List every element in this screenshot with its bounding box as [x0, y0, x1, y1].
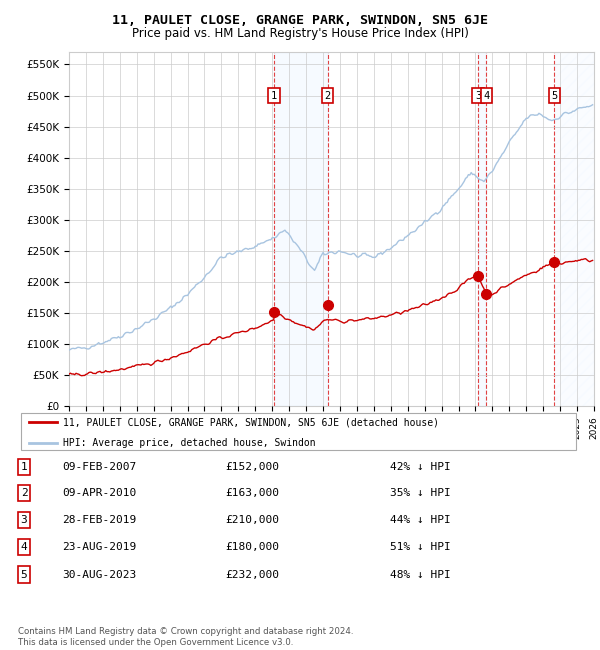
FancyBboxPatch shape: [21, 413, 577, 450]
Text: 3: 3: [475, 90, 481, 101]
Text: HPI: Average price, detached house, Swindon: HPI: Average price, detached house, Swin…: [63, 438, 316, 448]
Bar: [478, 52, 486, 406]
Text: 11, PAULET CLOSE, GRANGE PARK, SWINDON, SN5 6JE (detached house): 11, PAULET CLOSE, GRANGE PARK, SWINDON, …: [63, 417, 439, 427]
Text: £163,000: £163,000: [225, 488, 279, 498]
Bar: [274, 52, 328, 406]
Text: 35% ↓ HPI: 35% ↓ HPI: [389, 488, 451, 498]
Text: £180,000: £180,000: [225, 542, 279, 552]
Text: £210,000: £210,000: [225, 515, 279, 525]
Text: 4: 4: [20, 542, 28, 552]
Text: £232,000: £232,000: [225, 569, 279, 580]
Text: 51% ↓ HPI: 51% ↓ HPI: [389, 542, 451, 552]
Text: 1: 1: [20, 462, 28, 472]
Text: 48% ↓ HPI: 48% ↓ HPI: [389, 569, 451, 580]
Text: 5: 5: [551, 90, 557, 101]
Text: Price paid vs. HM Land Registry's House Price Index (HPI): Price paid vs. HM Land Registry's House …: [131, 27, 469, 40]
Text: 11, PAULET CLOSE, GRANGE PARK, SWINDON, SN5 6JE: 11, PAULET CLOSE, GRANGE PARK, SWINDON, …: [112, 14, 488, 27]
Text: 42% ↓ HPI: 42% ↓ HPI: [389, 462, 451, 472]
Bar: [554, 52, 594, 406]
Text: 4: 4: [483, 90, 490, 101]
Text: 23-AUG-2019: 23-AUG-2019: [62, 542, 136, 552]
Text: Contains HM Land Registry data © Crown copyright and database right 2024.
This d: Contains HM Land Registry data © Crown c…: [18, 627, 353, 647]
Text: 09-APR-2010: 09-APR-2010: [62, 488, 136, 498]
Text: 09-FEB-2007: 09-FEB-2007: [62, 462, 136, 472]
Text: 1: 1: [271, 90, 277, 101]
Text: £152,000: £152,000: [225, 462, 279, 472]
Text: 28-FEB-2019: 28-FEB-2019: [62, 515, 136, 525]
Text: 30-AUG-2023: 30-AUG-2023: [62, 569, 136, 580]
Text: 3: 3: [20, 515, 28, 525]
Text: 2: 2: [325, 90, 331, 101]
Text: 2: 2: [20, 488, 28, 498]
Text: 5: 5: [20, 569, 28, 580]
Text: 44% ↓ HPI: 44% ↓ HPI: [389, 515, 451, 525]
